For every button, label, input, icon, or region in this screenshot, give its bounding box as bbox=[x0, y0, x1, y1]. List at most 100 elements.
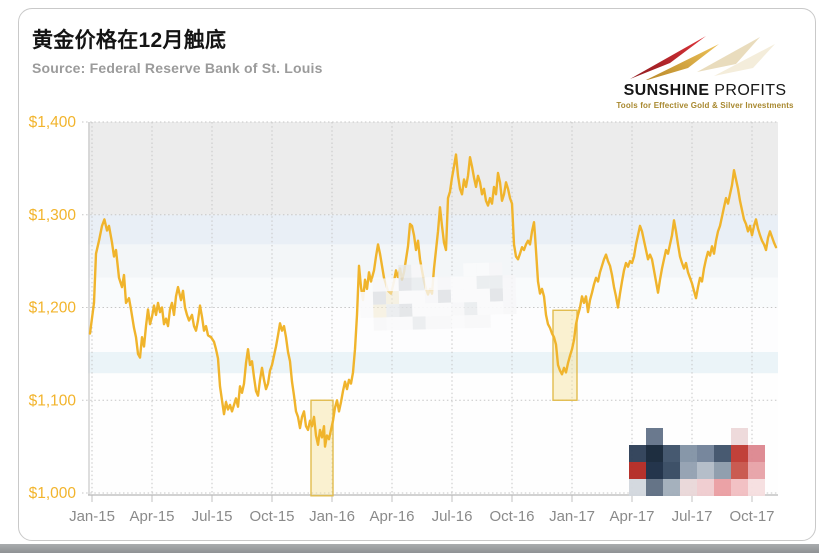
blur-cell bbox=[489, 262, 503, 276]
blur-cell bbox=[425, 302, 439, 317]
blur-cell bbox=[372, 291, 387, 305]
blur-cell bbox=[437, 276, 451, 291]
mosaic-cell bbox=[731, 479, 748, 496]
x-tick-label: Jul-15 bbox=[192, 508, 233, 525]
mosaic-cell bbox=[663, 479, 680, 496]
blur-cell bbox=[476, 288, 491, 302]
mosaic-cell bbox=[680, 462, 697, 479]
blur-cell bbox=[412, 316, 426, 330]
mosaic-cell bbox=[731, 428, 748, 445]
blur-cell bbox=[411, 290, 426, 304]
blur-cell bbox=[437, 289, 452, 303]
blur-cell bbox=[399, 316, 413, 331]
logo-wordmark-secondary: PROFITS bbox=[709, 82, 787, 99]
y-tick-label: $1,000 bbox=[29, 485, 77, 502]
blur-cell bbox=[489, 275, 503, 289]
blur-cell bbox=[373, 304, 387, 318]
mosaic-cell bbox=[748, 479, 765, 496]
blur-cell bbox=[425, 315, 439, 330]
blur-cell bbox=[386, 304, 400, 318]
blur-cell bbox=[490, 301, 504, 315]
mosaic-cell bbox=[748, 462, 765, 479]
blur-cell bbox=[424, 290, 439, 304]
y-tick-label: $1,300 bbox=[29, 207, 77, 224]
x-tick-label: Jan-15 bbox=[69, 508, 115, 525]
x-tick-label: Oct-15 bbox=[249, 508, 294, 525]
blur-cell bbox=[464, 314, 478, 329]
mosaic-cell bbox=[697, 462, 714, 479]
gold-price-line bbox=[88, 153, 778, 448]
blur-cell bbox=[424, 277, 438, 291]
mosaic-cell bbox=[680, 445, 697, 462]
y-tick-label: $1,200 bbox=[29, 300, 77, 317]
blur-cell bbox=[385, 291, 400, 305]
mosaic-cell bbox=[697, 479, 714, 496]
x-tick-label: Jul-17 bbox=[672, 508, 713, 525]
source-label: Source: Federal Reserve Bank of St. Loui… bbox=[32, 60, 323, 76]
bottom-edge-bar bbox=[0, 544, 819, 553]
mosaic-cell bbox=[663, 445, 680, 462]
blur-cell bbox=[411, 277, 425, 291]
blur-cell bbox=[464, 301, 478, 316]
page-title: 黄金价格在12月触底 bbox=[32, 29, 227, 52]
blur-cell bbox=[399, 303, 413, 318]
plot-band bbox=[88, 352, 778, 374]
x-tick-label: Apr-16 bbox=[369, 508, 414, 525]
x-tick-label: Apr-15 bbox=[129, 508, 174, 525]
x-tick-label: Apr-17 bbox=[609, 508, 654, 525]
blur-cell bbox=[438, 315, 452, 329]
mosaic-cell bbox=[629, 445, 646, 462]
highlight-box bbox=[310, 399, 334, 497]
mosaic-cell bbox=[629, 462, 646, 479]
mosaic-cell bbox=[646, 479, 663, 496]
mosaic-cell bbox=[663, 462, 680, 479]
mosaic-cell bbox=[714, 462, 731, 479]
mosaic-cell bbox=[646, 462, 663, 479]
blur-cell bbox=[502, 274, 516, 289]
blur-cell bbox=[450, 289, 465, 303]
blur-cell bbox=[386, 317, 400, 331]
blur-cell bbox=[476, 275, 490, 289]
mosaic-cell bbox=[680, 479, 697, 496]
blur-cell bbox=[477, 301, 491, 315]
blur-cell bbox=[451, 302, 465, 316]
blur-cell bbox=[463, 262, 477, 277]
x-tick-label: Oct-16 bbox=[489, 508, 534, 525]
y-tick-label: $1,100 bbox=[29, 392, 77, 409]
blur-cell bbox=[360, 304, 374, 319]
blur-cell bbox=[411, 264, 425, 278]
blur-cell bbox=[463, 288, 478, 303]
blur-cell bbox=[438, 302, 452, 316]
blur-cell bbox=[398, 277, 412, 292]
x-tick-label: Jan-17 bbox=[549, 508, 595, 525]
blur-cell bbox=[476, 262, 490, 276]
plot-band bbox=[88, 122, 778, 215]
mosaic-cell bbox=[748, 445, 765, 462]
blur-cell bbox=[477, 314, 491, 328]
logo-wordmark-primary: SUNSHINE bbox=[623, 82, 710, 99]
mosaic-cell bbox=[646, 428, 663, 445]
mosaic-cell bbox=[646, 445, 663, 462]
blur-cell bbox=[503, 300, 517, 315]
mosaic-cell bbox=[714, 445, 731, 462]
x-tick-label: Jan-16 bbox=[309, 508, 355, 525]
logo-tagline: Tools for Effective Gold & Silver Invest… bbox=[616, 101, 794, 110]
x-tick-label: Oct-17 bbox=[729, 508, 774, 525]
blur-cell bbox=[398, 290, 413, 305]
mosaic-cell bbox=[629, 479, 646, 496]
mosaic-cell bbox=[731, 462, 748, 479]
blur-cell bbox=[385, 278, 399, 292]
blur-cell bbox=[359, 291, 374, 306]
mosaic-cell bbox=[731, 445, 748, 462]
blur-cell bbox=[502, 287, 517, 302]
blur-cell bbox=[412, 303, 426, 317]
sunshine-profits-logo: SUNSHINE PROFITS Tools for Effective Gol… bbox=[612, 18, 798, 110]
blurred-watermark-center bbox=[359, 262, 517, 331]
blur-cell bbox=[373, 317, 387, 331]
y-tick-label: $1,400 bbox=[29, 114, 77, 131]
plot-band bbox=[88, 214, 778, 245]
x-tick-label: Jul-16 bbox=[432, 508, 473, 525]
logo-arrows-icon bbox=[630, 36, 775, 80]
